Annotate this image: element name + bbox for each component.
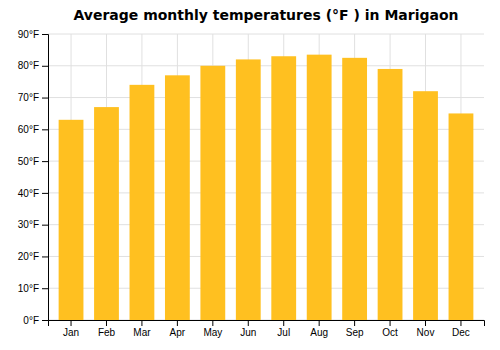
tick-label: 20°F bbox=[18, 251, 39, 262]
tick-mark bbox=[42, 66, 48, 67]
bar bbox=[413, 91, 438, 320]
tick-label: 90°F bbox=[18, 29, 39, 40]
tick-mark bbox=[42, 256, 48, 257]
bar bbox=[94, 107, 119, 320]
tick-mark bbox=[212, 320, 213, 326]
bars bbox=[59, 55, 474, 320]
tick-label: 60°F bbox=[18, 124, 39, 135]
tick-label: Apr bbox=[170, 327, 186, 338]
chart-svg: 0°F 10°F 20°F 30°F 40°F 50°F 60°F 70°F 80°F 90°F J… bbox=[0, 0, 500, 350]
tick-label: 30°F bbox=[18, 219, 39, 230]
tick-mark bbox=[42, 288, 48, 289]
title: Average monthly temperatures (°F ) in Ma… bbox=[73, 7, 458, 23]
y-tick: 80°F bbox=[18, 60, 48, 71]
bar bbox=[307, 55, 332, 320]
tick-label: 50°F bbox=[18, 156, 39, 167]
bar bbox=[200, 66, 225, 320]
tick-mark bbox=[42, 161, 48, 162]
bar bbox=[271, 56, 296, 320]
tick-mark bbox=[42, 98, 48, 99]
y-tick: 30°F bbox=[18, 219, 48, 230]
plot: 0°F 10°F 20°F 30°F 40°F 50°F 60°F 70°F 80°F 90°F J… bbox=[18, 29, 485, 338]
bar bbox=[236, 59, 261, 320]
tick-mark bbox=[460, 320, 461, 326]
tick-mark bbox=[42, 129, 48, 130]
tick-mark bbox=[42, 320, 48, 321]
y-tick: 90°F bbox=[18, 29, 48, 40]
tick-mark bbox=[71, 320, 72, 326]
tick-label: 80°F bbox=[18, 60, 39, 71]
tick-mark bbox=[319, 320, 320, 326]
tick-mark bbox=[390, 320, 391, 326]
y-tick: 70°F bbox=[18, 92, 48, 103]
bar bbox=[165, 75, 190, 320]
tick-label: Jul bbox=[277, 327, 290, 338]
x-tick: Apr bbox=[170, 320, 186, 338]
tick-label: Jan bbox=[63, 327, 79, 338]
tick-label: 10°F bbox=[18, 283, 39, 294]
x-tick: Jun bbox=[240, 320, 256, 338]
grid-line bbox=[48, 34, 484, 35]
tick-mark bbox=[177, 320, 178, 326]
y-tick: 10°F bbox=[18, 283, 48, 294]
x-tick: Feb bbox=[98, 320, 116, 338]
tick-mark bbox=[283, 320, 284, 326]
x-tick: Jan bbox=[63, 320, 79, 338]
x-tick: Mar bbox=[133, 320, 151, 338]
x-tick: Sep bbox=[346, 320, 364, 338]
tick-label: 0°F bbox=[23, 315, 39, 326]
x-tick: May bbox=[203, 320, 222, 338]
bar bbox=[378, 69, 403, 320]
tick-label: May bbox=[203, 327, 222, 338]
y-tick: 40°F bbox=[18, 188, 48, 199]
tick-label: Jun bbox=[240, 327, 256, 338]
x-axis: Jan Feb Mar Apr May Jun Jul Aug Sep Oct Nov Dec bbox=[49, 320, 485, 338]
tick-label: Feb bbox=[98, 327, 116, 338]
tick-label: Nov bbox=[417, 327, 435, 338]
chart-container: 0°F 10°F 20°F 30°F 40°F 50°F 60°F 70°F 80°F 90°F J… bbox=[0, 0, 500, 350]
y-tick: 50°F bbox=[18, 156, 48, 167]
tick-mark bbox=[42, 34, 48, 35]
x-tick: Jul bbox=[277, 320, 290, 338]
bar bbox=[342, 58, 367, 320]
tick-label: Oct bbox=[382, 327, 398, 338]
y-axis: 0°F 10°F 20°F 30°F 40°F 50°F 60°F 70°F 80°F 90°F bbox=[18, 29, 49, 326]
y-tick: 20°F bbox=[18, 251, 48, 262]
axis-line bbox=[49, 321, 485, 327]
bar bbox=[130, 85, 155, 320]
tick-label: 40°F bbox=[18, 188, 39, 199]
tick-label: Sep bbox=[346, 327, 364, 338]
grid-line bbox=[48, 65, 484, 66]
y-tick: 0°F bbox=[23, 315, 48, 326]
x-tick: Nov bbox=[417, 320, 435, 338]
tick-label: 70°F bbox=[18, 92, 39, 103]
tick-mark bbox=[42, 225, 48, 226]
tick-mark bbox=[106, 320, 107, 326]
tick-mark bbox=[354, 320, 355, 326]
x-tick: Dec bbox=[452, 320, 470, 338]
x-tick: Oct bbox=[382, 320, 398, 338]
axis-line bbox=[42, 35, 49, 321]
y-tick: 60°F bbox=[18, 124, 48, 135]
tick-label: Aug bbox=[310, 327, 328, 338]
tick-mark bbox=[425, 320, 426, 326]
tick-mark bbox=[248, 320, 249, 326]
tick-mark bbox=[141, 320, 142, 326]
tick-label: Dec bbox=[452, 327, 470, 338]
tick-mark bbox=[42, 193, 48, 194]
x-tick: Aug bbox=[310, 320, 328, 338]
bar bbox=[449, 113, 474, 320]
bar bbox=[59, 120, 84, 320]
tick-label: Mar bbox=[133, 327, 151, 338]
grid bbox=[48, 34, 484, 320]
